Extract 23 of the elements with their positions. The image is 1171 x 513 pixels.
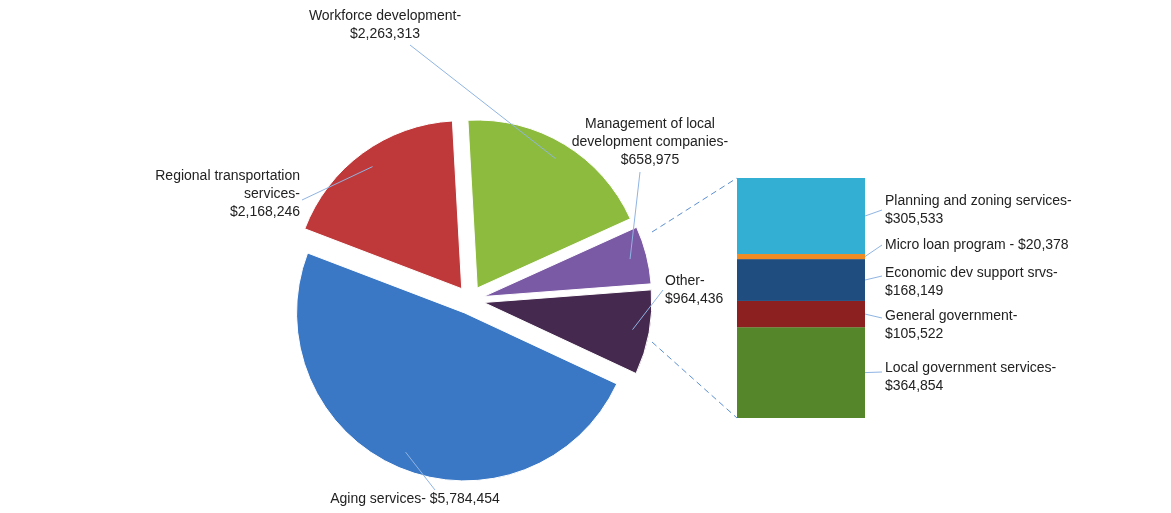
- bar: [737, 327, 865, 418]
- bar: [737, 178, 865, 255]
- text: Micro loan program - $20,378: [885, 236, 1069, 252]
- slice-label: Workforce development-: [308, 7, 462, 23]
- series-label: Local government services-: [885, 359, 1057, 375]
- data-label: $105,522: [885, 325, 944, 341]
- data-label: $364,854: [885, 377, 944, 393]
- bar: [737, 254, 865, 260]
- data-label: $658,975: [620, 151, 680, 167]
- bar: [737, 300, 865, 328]
- slice-label: Management of local development companies-: [571, 115, 729, 149]
- data-label: $168,149: [885, 282, 944, 298]
- data-label: $2,168,246: [229, 203, 301, 219]
- slice-label: Aging services- $5,784,454: [330, 490, 501, 506]
- data-label: $305,533: [885, 210, 944, 226]
- slice-label: Other-: [665, 272, 706, 288]
- data-label: $2,263,313: [349, 25, 421, 41]
- bar: [737, 259, 865, 301]
- series-label: Planning and zoning services-: [885, 192, 1073, 208]
- series-label: General government-: [885, 307, 1018, 323]
- series-label: Economic dev support srvs-: [885, 264, 1059, 280]
- slice-label: Regional transportation services-: [155, 167, 301, 201]
- data-label: $964,436: [665, 290, 724, 306]
